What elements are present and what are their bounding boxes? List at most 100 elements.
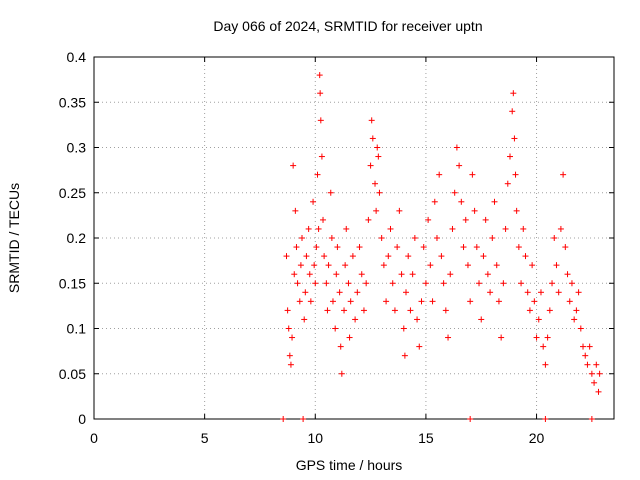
data-point: [440, 280, 447, 287]
data-point: [329, 298, 336, 305]
data-point: [515, 244, 522, 251]
x-tick-label: 15: [418, 430, 434, 446]
data-point: [425, 216, 432, 223]
data-point: [518, 280, 525, 287]
data-point: [526, 307, 533, 314]
data-point: [529, 262, 536, 269]
data-point: [358, 271, 365, 278]
data-point: [403, 289, 409, 296]
data-point: [305, 225, 312, 232]
data-point: [296, 298, 303, 305]
data-point: [317, 90, 324, 97]
data-point: [289, 334, 296, 341]
data-point: [369, 135, 376, 142]
data-point: [372, 180, 379, 187]
y-tick-label: 0.1: [67, 321, 87, 337]
data-point: [551, 235, 558, 241]
data-point: [312, 280, 319, 287]
data-point: [291, 271, 298, 278]
data-point: [352, 316, 359, 323]
data-point: [347, 298, 354, 305]
y-tick-label: 0.4: [67, 49, 87, 65]
y-tick-label: 0.35: [59, 94, 86, 110]
data-point: [338, 370, 345, 377]
data-point: [476, 280, 483, 287]
data-point: [332, 325, 339, 332]
data-point: [509, 108, 516, 115]
data-point: [511, 135, 518, 142]
data-point: [588, 370, 595, 377]
data-point: [401, 352, 408, 359]
data-point: [445, 334, 452, 341]
data-point: [595, 388, 602, 395]
axis-ticks: 0 0.05 0.1 0.15 0.2 0.25 0.3 0.35 0.4 0 5 10 15 20: [59, 49, 614, 446]
y-tick-label: 0.3: [67, 140, 87, 156]
data-point: [571, 316, 578, 323]
data-point: [436, 171, 443, 178]
data-point: [542, 361, 549, 368]
data-point: [562, 244, 569, 251]
data-point: [520, 225, 527, 232]
data-point: [504, 180, 511, 187]
data-point: [334, 244, 341, 251]
data-point: [400, 325, 407, 332]
data-point: [560, 171, 567, 178]
data-point: [299, 235, 305, 241]
data-point: [458, 198, 465, 205]
data-point: [456, 162, 463, 169]
data-point: [346, 334, 353, 341]
data-point: [487, 289, 494, 296]
data-point: [323, 280, 330, 287]
data-point: [451, 189, 458, 196]
data-point: [522, 253, 529, 260]
data-point: [356, 244, 363, 251]
data-point: [327, 189, 334, 196]
data-point: [491, 198, 498, 205]
data-point: [493, 262, 500, 269]
data-point: [341, 307, 348, 314]
y-tick-label: 0.05: [59, 366, 86, 382]
data-point: [394, 244, 401, 251]
data-point: [365, 216, 372, 223]
data-point: [286, 352, 293, 359]
data-point: [416, 343, 423, 350]
y-tick-label: 0.2: [67, 230, 87, 246]
data-point: [566, 298, 573, 305]
data-point: [480, 253, 487, 260]
data-point: [300, 416, 307, 422]
data-point: [294, 280, 301, 287]
data-point: [502, 225, 509, 232]
data-point: [542, 416, 549, 422]
data-point: [284, 307, 291, 314]
data-point: [533, 334, 540, 341]
x-tick-label: 20: [529, 430, 545, 446]
data-point: [447, 271, 454, 278]
data-point: [524, 289, 531, 296]
data-point: [375, 153, 382, 160]
data-point: [512, 171, 519, 178]
data-point: [449, 225, 456, 232]
data-point: [411, 235, 418, 241]
data-point: [544, 334, 551, 341]
data-point: [310, 198, 317, 205]
data-point: [462, 216, 469, 223]
data-point: [290, 162, 297, 169]
data-point: [321, 253, 328, 260]
data-point: [315, 225, 322, 232]
data-point: [363, 280, 370, 287]
data-point: [311, 262, 318, 269]
data-point: [367, 162, 374, 169]
data-point: [342, 262, 349, 269]
data-point: [553, 262, 560, 269]
data-point: [285, 325, 292, 332]
data-point: [303, 253, 310, 260]
data-point: [427, 262, 434, 269]
data-point: [453, 144, 460, 151]
data-point: [438, 253, 445, 260]
data-point: [368, 117, 375, 124]
data-point: [531, 298, 538, 305]
data-point: [328, 235, 335, 241]
data-point: [557, 225, 564, 232]
data-point: [293, 244, 300, 251]
data-point: [467, 298, 474, 305]
